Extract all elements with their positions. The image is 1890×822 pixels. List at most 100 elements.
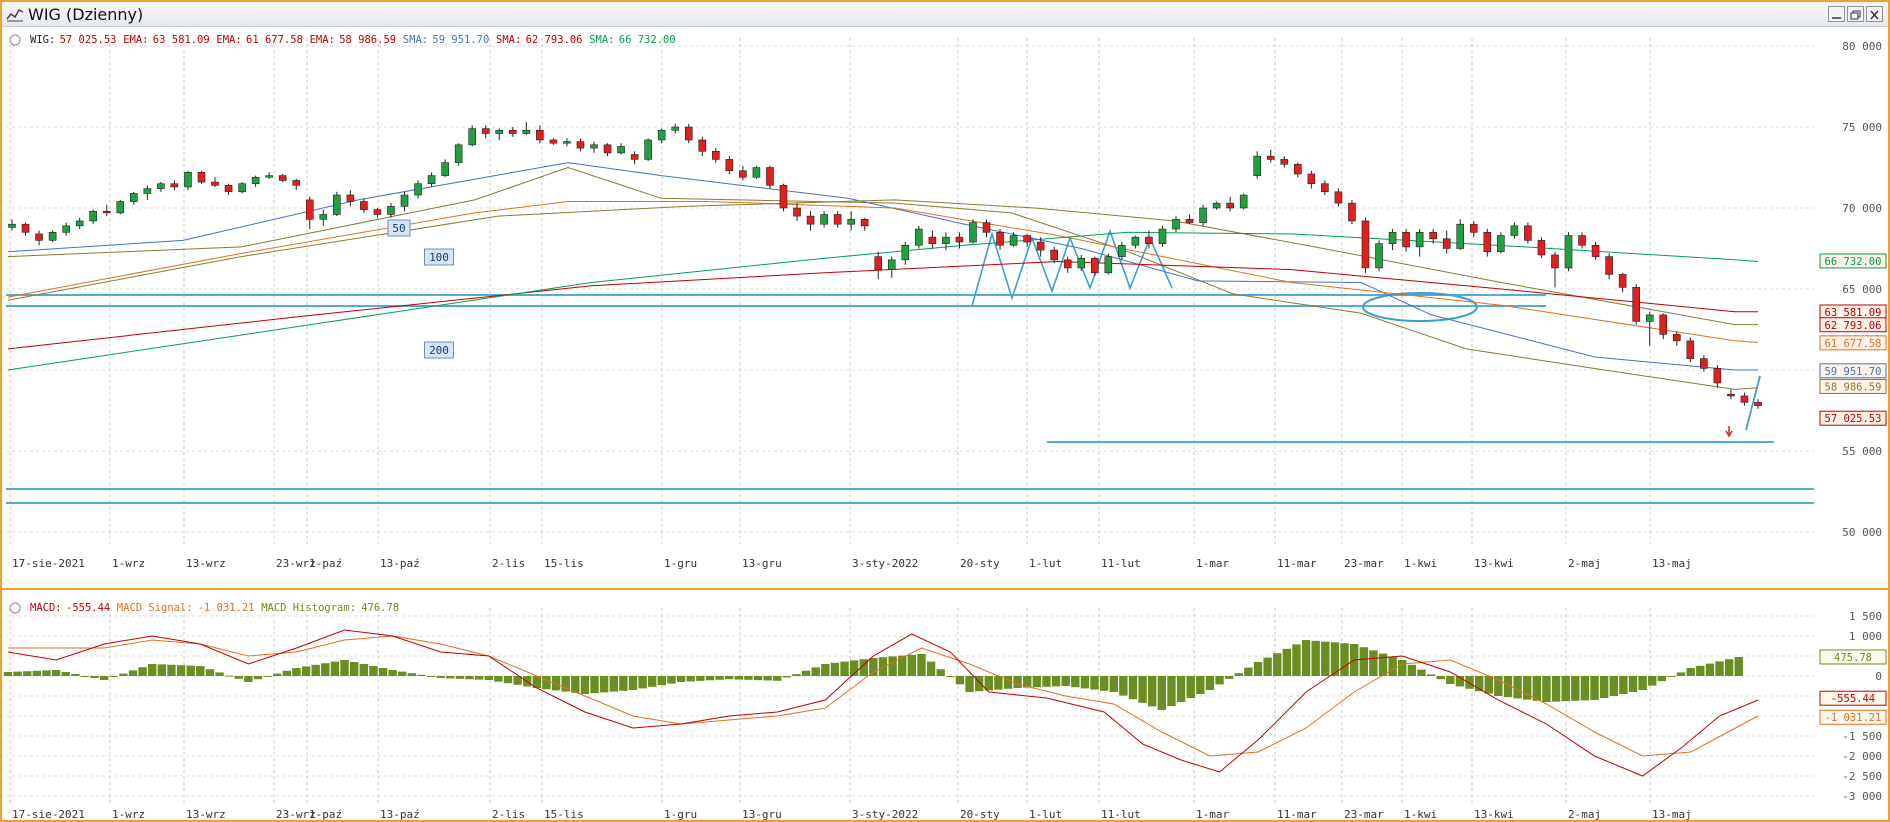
- histogram-bar[interactable]: [1734, 657, 1743, 676]
- candle[interactable]: [1618, 272, 1627, 293]
- histogram-bar[interactable]: [1667, 676, 1676, 677]
- histogram-bar[interactable]: [224, 675, 234, 677]
- restore-button[interactable]: [1847, 6, 1864, 22]
- candle[interactable]: [48, 230, 57, 243]
- histogram-bar[interactable]: [446, 676, 455, 679]
- candle[interactable]: [184, 170, 192, 191]
- candle[interactable]: [8, 219, 16, 231]
- histogram-bar[interactable]: [551, 676, 561, 691]
- histogram-bar[interactable]: [455, 676, 465, 679]
- candle[interactable]: [1321, 180, 1329, 196]
- candle[interactable]: [1131, 235, 1140, 249]
- candle[interactable]: [157, 182, 165, 192]
- histogram-bar[interactable]: [955, 676, 965, 685]
- histogram-bar[interactable]: [830, 662, 840, 676]
- candle[interactable]: [1672, 331, 1681, 346]
- candle[interactable]: [387, 203, 395, 218]
- histogram-bar[interactable]: [1648, 676, 1657, 686]
- candle[interactable]: [860, 217, 869, 231]
- candle[interactable]: [820, 211, 828, 228]
- histogram-bar[interactable]: [1561, 676, 1570, 702]
- candle[interactable]: [1063, 256, 1072, 273]
- candle[interactable]: [1050, 246, 1058, 264]
- histogram-bar[interactable]: [1465, 676, 1474, 689]
- histogram-bar[interactable]: [628, 676, 638, 690]
- candle[interactable]: [1415, 229, 1424, 257]
- histogram-bar[interactable]: [715, 676, 724, 680]
- histogram-bar[interactable]: [359, 664, 368, 676]
- histogram-bar[interactable]: [1388, 656, 1397, 676]
- histogram-bar[interactable]: [1042, 676, 1051, 687]
- candle[interactable]: [508, 127, 517, 137]
- candle[interactable]: [996, 229, 1004, 251]
- histogram-bar[interactable]: [1090, 676, 1099, 690]
- candle[interactable]: [360, 198, 368, 213]
- histogram-bar[interactable]: [1148, 676, 1157, 707]
- histogram-bar[interactable]: [1378, 653, 1388, 676]
- histogram-bar[interactable]: [1580, 676, 1590, 701]
- candle[interactable]: [238, 182, 246, 194]
- histogram-bar[interactable]: [99, 676, 109, 680]
- candle[interactable]: [847, 211, 855, 231]
- histogram-bar[interactable]: [3, 672, 13, 676]
- histogram-bar[interactable]: [744, 676, 753, 680]
- candle[interactable]: [522, 122, 531, 136]
- histogram-bar[interactable]: [1186, 676, 1195, 698]
- candle[interactable]: [942, 232, 950, 251]
- histogram-bar[interactable]: [1330, 642, 1340, 676]
- histogram-bar[interactable]: [965, 676, 974, 692]
- histogram-bar[interactable]: [917, 654, 926, 676]
- histogram-bar[interactable]: [926, 661, 936, 676]
- histogram-bar[interactable]: [1474, 676, 1484, 692]
- candle[interactable]: [1307, 170, 1316, 189]
- candle[interactable]: [766, 165, 774, 189]
- histogram-bar[interactable]: [599, 676, 609, 693]
- candle[interactable]: [1551, 251, 1559, 288]
- histogram-bar[interactable]: [1455, 676, 1465, 687]
- histogram-bar[interactable]: [1484, 676, 1493, 694]
- candle[interactable]: [481, 125, 490, 139]
- histogram-bar[interactable]: [321, 663, 330, 676]
- candle[interactable]: [21, 222, 30, 236]
- candle[interactable]: [89, 209, 98, 225]
- histogram-bar[interactable]: [1013, 676, 1022, 688]
- histogram-bar[interactable]: [388, 670, 397, 676]
- candle[interactable]: [752, 165, 761, 179]
- histogram-bar[interactable]: [32, 670, 42, 676]
- histogram-bar[interactable]: [696, 676, 705, 681]
- histogram-bar[interactable]: [349, 662, 359, 676]
- candle[interactable]: [1348, 199, 1356, 225]
- candle[interactable]: [536, 125, 544, 144]
- candle[interactable]: [1172, 216, 1180, 233]
- histogram-bar[interactable]: [1638, 676, 1647, 690]
- histogram-bar[interactable]: [1263, 657, 1272, 676]
- histogram-bar[interactable]: [109, 676, 118, 677]
- histogram-bar[interactable]: [1724, 659, 1734, 676]
- histogram-bar[interactable]: [782, 676, 792, 678]
- candle[interactable]: [1361, 217, 1370, 273]
- candle[interactable]: [1483, 229, 1492, 257]
- histogram-bar[interactable]: [936, 669, 945, 676]
- histogram-bar[interactable]: [1494, 676, 1503, 696]
- close-button[interactable]: [1866, 6, 1883, 22]
- histogram-bar[interactable]: [1282, 648, 1292, 676]
- candle[interactable]: [495, 128, 504, 140]
- candle[interactable]: [1591, 242, 1600, 260]
- candle[interactable]: [1145, 230, 1153, 249]
- ma-badge-100[interactable]: 100: [424, 248, 454, 266]
- histogram-bar[interactable]: [1619, 676, 1628, 694]
- histogram-bar[interactable]: [1503, 676, 1513, 698]
- histogram-bar[interactable]: [1167, 676, 1176, 706]
- histogram-bar[interactable]: [801, 670, 811, 676]
- ma-badge-200[interactable]: 200: [424, 341, 454, 359]
- candle[interactable]: [414, 180, 422, 199]
- candle[interactable]: [1510, 222, 1519, 239]
- histogram-bar[interactable]: [90, 676, 99, 678]
- candle[interactable]: [143, 185, 152, 200]
- histogram-bar[interactable]: [407, 673, 417, 676]
- histogram-bar[interactable]: [1321, 641, 1330, 676]
- candle[interactable]: [319, 209, 328, 226]
- candle[interactable]: [333, 191, 341, 217]
- candle[interactable]: [576, 138, 585, 152]
- candle[interactable]: [75, 217, 84, 230]
